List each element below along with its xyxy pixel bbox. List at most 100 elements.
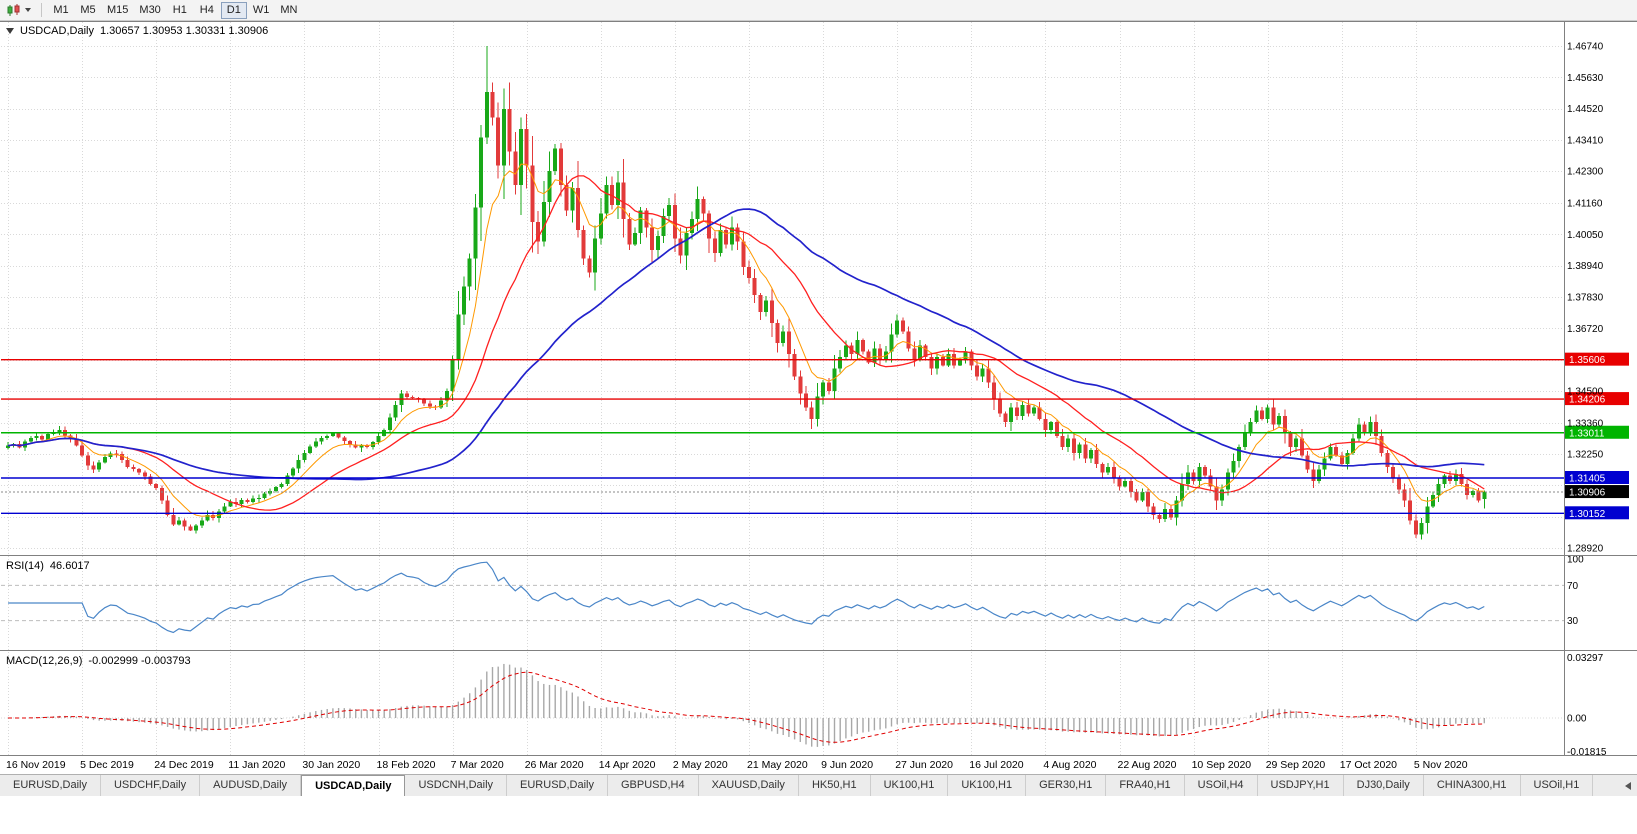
svg-text:9 Jun 2020: 9 Jun 2020 xyxy=(821,759,873,771)
price-axis: 1.46740 1.45630 1.44520 1.43410 1.42300 1.411… xyxy=(1567,42,1607,758)
timeframe-button-m15[interactable]: M15 xyxy=(102,2,133,19)
svg-text:70: 70 xyxy=(1567,581,1579,592)
svg-text:100: 100 xyxy=(1567,555,1584,566)
chart-tab-usoil-h1[interactable]: USOil,H1 xyxy=(1521,775,1594,796)
svg-text:1.35606: 1.35606 xyxy=(1569,355,1606,366)
chart-tab-usdchf-daily[interactable]: USDCHF,Daily xyxy=(101,775,201,796)
time-axis: 16 Nov 2019 5 Dec 2019 24 Dec 2019 11 Jan 2… xyxy=(6,759,1468,771)
svg-text:1.33011: 1.33011 xyxy=(1569,428,1605,439)
pane-dividers[interactable] xyxy=(0,21,1637,756)
tab-scroll-left-button[interactable] xyxy=(1619,775,1637,796)
svg-text:1.32250: 1.32250 xyxy=(1567,450,1604,461)
svg-text:22 Aug 2020: 22 Aug 2020 xyxy=(1118,759,1177,771)
chart-title: USDCAD,Daily 1.30657 1.30953 1.30331 1.3… xyxy=(6,25,268,37)
svg-text:5 Nov 2020: 5 Nov 2020 xyxy=(1414,759,1468,771)
window-menu-icon[interactable] xyxy=(6,28,14,34)
chart-tab-eurusd-daily[interactable]: EURUSD,Daily xyxy=(0,775,101,796)
macd-values: -0.002999 -0.003793 xyxy=(88,655,191,667)
chart-tab-usdjpy-h1[interactable]: USDJPY,H1 xyxy=(1258,775,1344,796)
chart-window: 1.35606 1.34206 1.33011 1.31405 1.30152 1.309… xyxy=(0,21,1637,774)
chart-tab-ger30-h1[interactable]: GER30,H1 xyxy=(1026,775,1107,796)
rsi-pane xyxy=(1,561,1564,634)
chart-tab-dj30-daily[interactable]: DJ30,Daily xyxy=(1344,775,1424,796)
chart-tab-bar: EURUSD,Daily USDCHF,Daily AUDUSD,Daily USDC… xyxy=(0,774,1637,796)
chart-tab-audusd-daily[interactable]: AUDUSD,Daily xyxy=(200,775,302,796)
svg-text:11 Jan 2020: 11 Jan 2020 xyxy=(228,759,285,771)
timeframe-button-mn[interactable]: MN xyxy=(275,2,302,19)
chart-style-icon[interactable] xyxy=(3,3,35,17)
status-strip xyxy=(0,796,1637,834)
chart-tab-hk50-h1[interactable]: HK50,H1 xyxy=(799,775,871,796)
rsi-value: 46.6017 xyxy=(49,560,90,572)
rsi-indicator-label: RSI(14) 46.6017 xyxy=(6,560,90,572)
candlestick-icon xyxy=(7,3,20,16)
ma-line-fast-ma xyxy=(7,163,1485,517)
svg-text:1.34500: 1.34500 xyxy=(1567,386,1604,397)
macd-signal-line xyxy=(8,671,1485,743)
ma-line-mid-ma xyxy=(7,175,1485,511)
svg-text:21 May 2020: 21 May 2020 xyxy=(747,759,808,771)
svg-text:17 Oct 2020: 17 Oct 2020 xyxy=(1340,759,1397,771)
chart-tab-gbpusd-h4[interactable]: GBPUSD,H4 xyxy=(608,775,699,796)
svg-text:29 Sep 2020: 29 Sep 2020 xyxy=(1266,759,1326,771)
chart-tab-fra40-h1[interactable]: FRA40,H1 xyxy=(1106,775,1185,796)
svg-text:2 May 2020: 2 May 2020 xyxy=(673,759,728,771)
macd-name: MACD(12,26,9) xyxy=(6,655,83,667)
timeframe-button-h4[interactable]: H4 xyxy=(194,2,220,19)
chart-tab-china300-h1[interactable]: CHINA300,H1 xyxy=(1424,775,1521,796)
chart-style-dropdown-icon[interactable] xyxy=(25,8,31,12)
rsi-line xyxy=(8,561,1485,634)
moving-average-lines xyxy=(7,163,1485,517)
chart-tab-strip: EURUSD,Daily USDCHF,Daily AUDUSD,Daily USDC… xyxy=(0,775,1594,796)
price-level-lines[interactable]: 1.35606 1.34206 1.33011 1.31405 1.30152 1.309… xyxy=(1,352,1629,520)
price-line-badge xyxy=(1565,352,1629,366)
price-line-badge xyxy=(1565,506,1629,520)
timeframe-button-m1[interactable]: M1 xyxy=(48,2,74,19)
chart-tab-xauusd-daily[interactable]: XAUUSD,Daily xyxy=(699,775,799,796)
svg-text:1.33360: 1.33360 xyxy=(1567,418,1604,429)
svg-text:1.40050: 1.40050 xyxy=(1567,230,1604,241)
svg-text:16 Jul 2020: 16 Jul 2020 xyxy=(969,759,1023,771)
svg-text:1.46740: 1.46740 xyxy=(1567,42,1604,53)
macd-pane xyxy=(1,663,1564,747)
svg-text:1.44520: 1.44520 xyxy=(1567,104,1604,115)
svg-text:18 Feb 2020: 18 Feb 2020 xyxy=(377,759,436,771)
svg-text:4 Aug 2020: 4 Aug 2020 xyxy=(1043,759,1096,771)
svg-text:1.34206: 1.34206 xyxy=(1569,395,1606,406)
svg-text:1.43410: 1.43410 xyxy=(1567,135,1604,146)
toolbar-separator xyxy=(41,3,42,17)
svg-text:0.03297: 0.03297 xyxy=(1567,653,1604,664)
rsi-name: RSI(14) xyxy=(6,560,44,572)
chart-tab-eurusd-daily[interactable]: EURUSD,Daily xyxy=(507,775,608,796)
macd-indicator-label: MACD(12,26,9) -0.002999 -0.003793 xyxy=(6,655,191,667)
scroll-left-icon xyxy=(1625,781,1631,790)
price-line-badge xyxy=(1565,425,1629,439)
timeframe-button-h1[interactable]: H1 xyxy=(167,2,193,19)
chart-tab-usoil-h4[interactable]: USOil,H4 xyxy=(1185,775,1258,796)
ma-line-slow-ma xyxy=(7,208,1485,481)
timeframe-button-d1[interactable]: D1 xyxy=(220,1,247,19)
chart-tab-uk100-h1[interactable]: UK100,H1 xyxy=(948,775,1027,796)
timeframe-button-m5[interactable]: M5 xyxy=(75,2,101,19)
candlesticks xyxy=(6,46,1487,540)
svg-text:1.41160: 1.41160 xyxy=(1567,199,1603,210)
svg-text:1.36720: 1.36720 xyxy=(1567,324,1604,335)
chart-tab-usdcnh-daily[interactable]: USDCNH,Daily xyxy=(405,775,508,796)
price-chart-canvas[interactable]: 1.35606 1.34206 1.33011 1.31405 1.30152 1.309… xyxy=(0,21,1637,774)
chart-symbol-period: USDCAD,Daily xyxy=(20,25,94,37)
svg-text:1.37830: 1.37830 xyxy=(1567,293,1604,304)
timeframe-buttons: M1 M5 M15 M30 H1 H4 D1 W1 MN xyxy=(48,1,302,19)
timeframe-toolbar: M1 M5 M15 M30 H1 H4 D1 W1 MN xyxy=(0,0,1637,21)
chart-tab-uk100-h1[interactable]: UK100,H1 xyxy=(871,775,949,796)
svg-text:1.30906: 1.30906 xyxy=(1569,488,1606,499)
svg-text:30 Jan 2020: 30 Jan 2020 xyxy=(302,759,360,771)
svg-text:1.42300: 1.42300 xyxy=(1567,167,1604,178)
timeframe-button-w1[interactable]: W1 xyxy=(248,2,275,19)
svg-text:7 Mar 2020: 7 Mar 2020 xyxy=(451,759,504,771)
svg-text:26 Mar 2020: 26 Mar 2020 xyxy=(525,759,584,771)
svg-text:27 Jun 2020: 27 Jun 2020 xyxy=(895,759,953,771)
chart-tab-usdcad-daily[interactable]: USDCAD,Daily xyxy=(301,775,406,796)
timeframe-button-m30[interactable]: M30 xyxy=(134,2,165,19)
chart-ohlc-values: 1.30657 1.30953 1.30331 1.30906 xyxy=(99,25,269,37)
